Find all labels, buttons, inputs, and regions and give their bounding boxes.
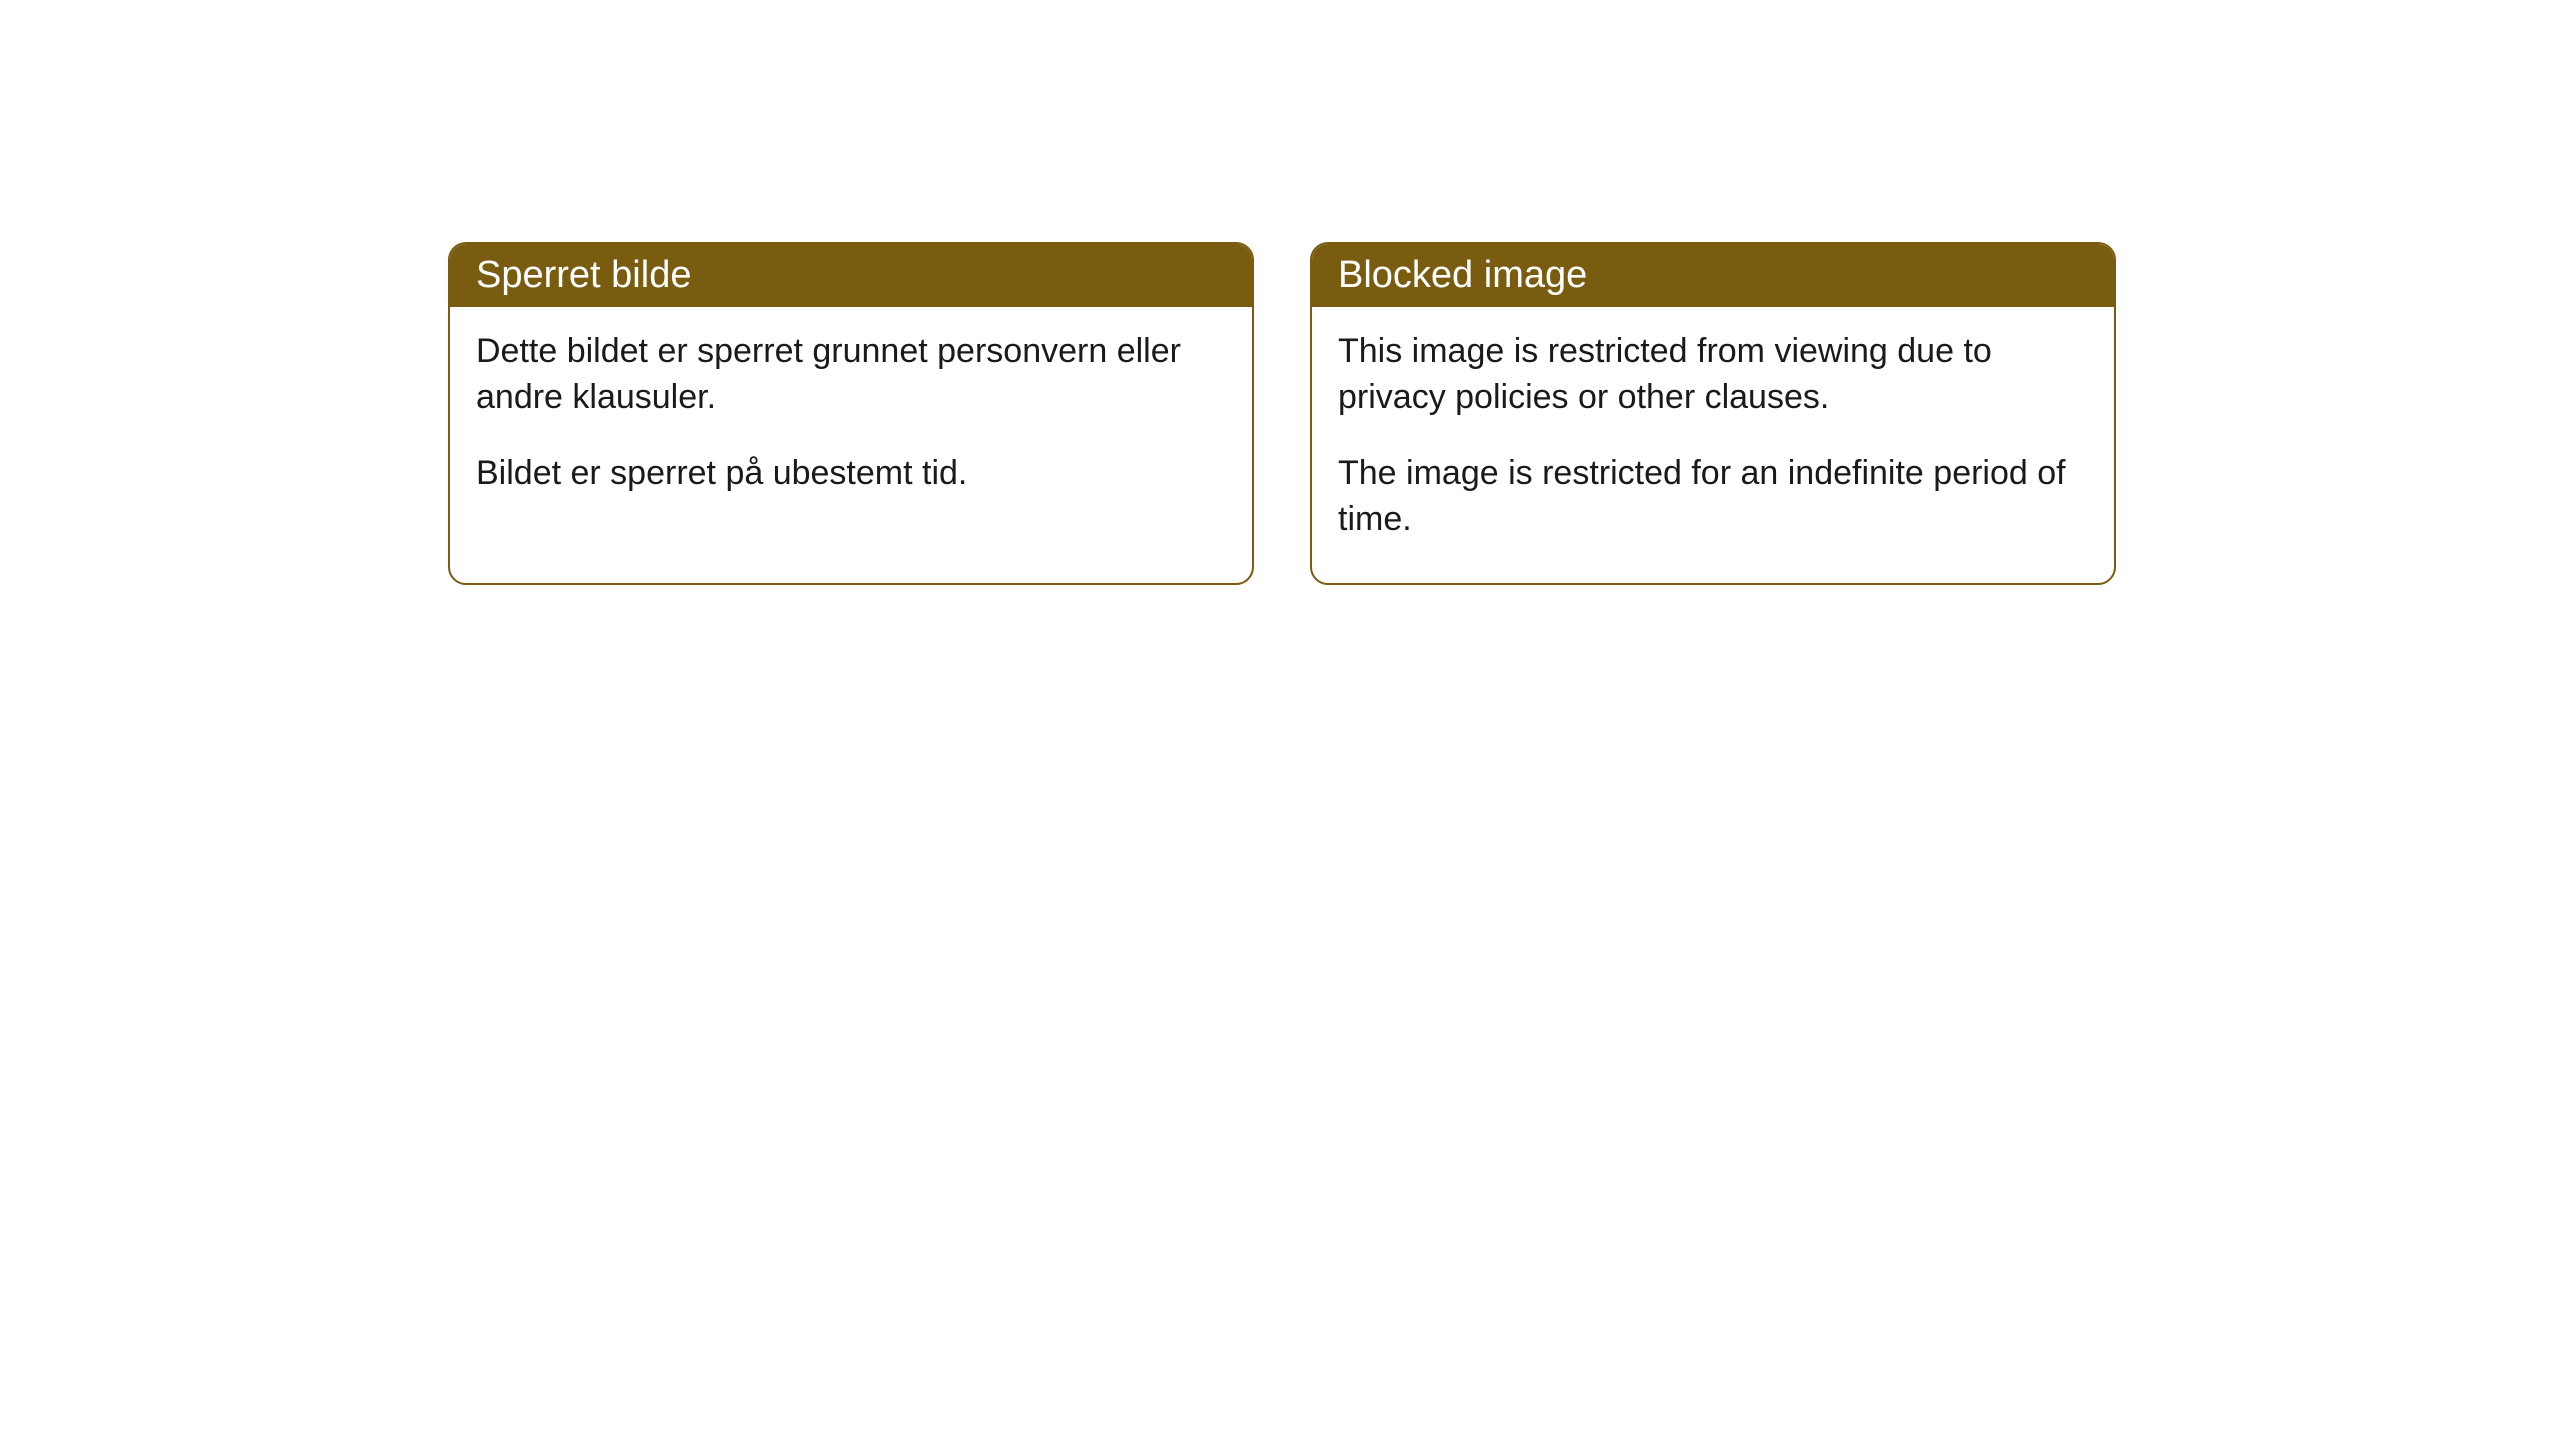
notice-card-english: Blocked image This image is restricted f…: [1310, 242, 2116, 585]
card-paragraph: Bildet er sperret på ubestemt tid.: [476, 451, 1226, 497]
card-paragraph: This image is restricted from viewing du…: [1338, 329, 2088, 421]
card-title: Blocked image: [1338, 254, 1587, 296]
card-body: This image is restricted from viewing du…: [1312, 307, 2114, 583]
card-title: Sperret bilde: [476, 254, 691, 296]
card-body: Dette bildet er sperret grunnet personve…: [450, 307, 1252, 537]
card-header: Sperret bilde: [450, 244, 1252, 307]
card-paragraph: Dette bildet er sperret grunnet personve…: [476, 329, 1226, 421]
notice-cards-container: Sperret bilde Dette bildet er sperret gr…: [448, 242, 2116, 585]
notice-card-norwegian: Sperret bilde Dette bildet er sperret gr…: [448, 242, 1254, 585]
card-paragraph: The image is restricted for an indefinit…: [1338, 451, 2088, 543]
card-header: Blocked image: [1312, 244, 2114, 307]
